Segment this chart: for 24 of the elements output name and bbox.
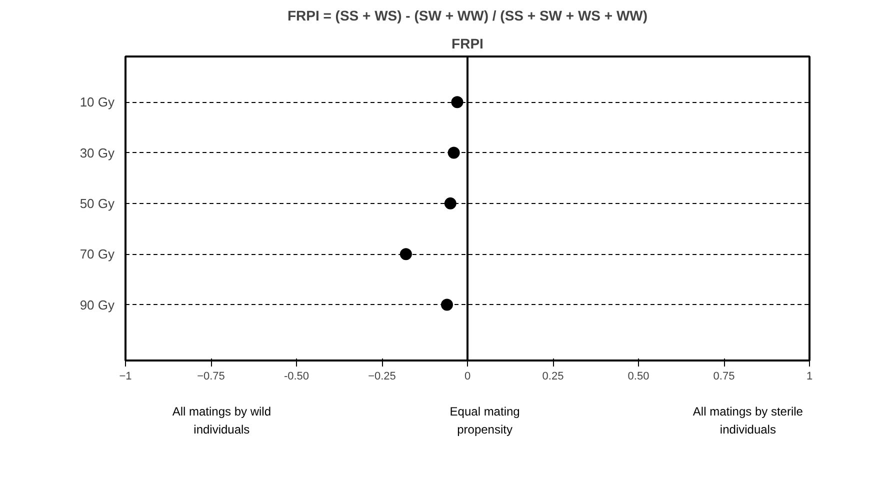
x-tick-label: 0 (464, 370, 471, 382)
y-tick-label: 90 Gy (80, 297, 115, 312)
text: Equal mating propensity (450, 404, 520, 437)
y-tick-label: 50 Gy (80, 196, 115, 211)
x-tick-label: −1 (119, 370, 132, 382)
y-tick-label: 10 Gy (80, 94, 115, 110)
point (440, 298, 453, 311)
y-tick-label: 30 Gy (80, 145, 115, 160)
x-tick-label: −0.75 (197, 370, 225, 382)
text: All matings by sterile individuals (692, 404, 804, 437)
x-tick-label: −0.25 (368, 370, 396, 382)
text: All matings by wild individuals (172, 404, 272, 437)
chart-subtitle: FRPI (452, 36, 484, 52)
x-tick-label: 0.50 (628, 370, 650, 382)
point (400, 248, 412, 260)
point (451, 96, 464, 108)
x-tick-label: -0.50 (284, 370, 310, 382)
x-tick-label: 0.25 (542, 370, 564, 382)
point (444, 197, 456, 210)
x-tick-label: 0.75 (713, 370, 735, 382)
chart-title: FRPI = (SS + WS) - (SW + WW) / (SS + SW + WS + WW) (287, 8, 648, 24)
x-tick-label: 1 (806, 370, 813, 382)
point (448, 146, 460, 159)
y-tick-label: 70 Gy (80, 246, 115, 262)
